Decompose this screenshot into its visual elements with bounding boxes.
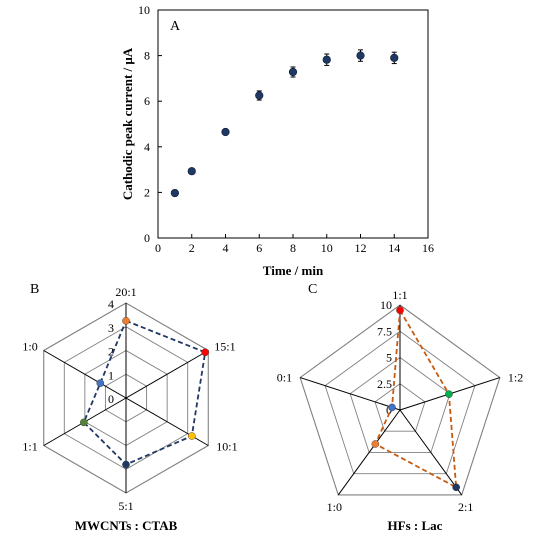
y-tick-label: 6 <box>144 94 150 108</box>
data-point <box>371 440 380 448</box>
ring-label: 3 <box>108 321 114 335</box>
axis-ticks: 0 2 4 6 8 10 12 14 16 0 2 4 6 8 10 <box>138 3 434 255</box>
data-point <box>445 390 453 398</box>
grid-ring <box>349 356 451 453</box>
data-series-line <box>374 307 458 489</box>
panel-a-label: A <box>170 19 181 34</box>
ring-label: 7.5 <box>377 324 392 338</box>
ring-label: 5 <box>386 351 392 365</box>
data-point <box>187 167 196 176</box>
panel-c-radar-chart: C 0 2.5 5 7.5 101:1 1:2 2:1 1:0 0:1 HFs : Lac <box>277 282 523 533</box>
data-point <box>170 188 179 198</box>
x-tick-label: 12 <box>355 241 367 255</box>
y-tick-label: 10 <box>138 3 150 17</box>
y-tick-label: 8 <box>144 49 150 63</box>
x-tick-label: 16 <box>422 241 434 255</box>
category-label: 1:1 <box>392 288 407 302</box>
x-tick-label: 2 <box>189 241 195 255</box>
spoke <box>299 377 401 411</box>
data-point <box>201 348 209 357</box>
data-point <box>390 53 399 62</box>
ring-label: 10 <box>380 298 392 312</box>
data-point <box>322 55 331 64</box>
category-label: 0:1 <box>277 371 292 385</box>
category-label: 1:2 <box>508 371 523 385</box>
data-point <box>396 306 404 315</box>
x-tick-label: 10 <box>321 241 333 255</box>
data-point <box>255 91 264 100</box>
category-label: 20:1 <box>115 285 136 299</box>
x-tick-label: 14 <box>388 241 400 255</box>
spoke <box>337 409 401 496</box>
plot-frame <box>157 9 429 239</box>
data-point <box>221 127 230 137</box>
data-point <box>96 379 105 387</box>
data-series-line <box>82 319 207 466</box>
data-point <box>288 67 298 77</box>
y-tick-label: 2 <box>144 185 150 199</box>
y-tick-label: 4 <box>144 140 150 154</box>
x-tick-label: 0 <box>155 241 161 255</box>
category-label: 15:1 <box>214 340 235 354</box>
data-point <box>356 51 365 60</box>
grid-ring <box>299 304 501 496</box>
data-point <box>188 432 196 440</box>
data-points <box>170 49 399 198</box>
ring-label: 4 <box>108 297 114 311</box>
category-label: 10:1 <box>216 440 237 454</box>
panel-b-label: B <box>30 282 39 297</box>
panel-c-label: C <box>308 282 317 297</box>
y-axis-label: Cathodic peak current / μA <box>120 47 135 200</box>
data-point <box>452 483 460 492</box>
data-point <box>388 403 396 412</box>
category-label: 2:1 <box>458 500 473 514</box>
radar-b-title: MWCNTs : CTAB <box>75 518 178 533</box>
grid-ring <box>324 330 476 475</box>
category-label: 1:1 <box>22 440 37 454</box>
category-label: 1:0 <box>327 500 342 514</box>
category-label: 1:0 <box>22 340 37 354</box>
spoke <box>399 409 463 496</box>
x-tick-label: 8 <box>290 241 296 255</box>
x-tick-label: 6 <box>256 241 262 255</box>
data-point <box>122 460 130 469</box>
radar-c-title: HFs : Lac <box>388 518 443 533</box>
panel-b-radar-chart: B 0 1 2 3 420:1 15:1 10:1 5:1 1:1 1:0 MWCNTs : CT… <box>22 282 237 533</box>
spoke <box>43 350 127 399</box>
data-point <box>122 317 130 325</box>
panel-a-scatter-chart: A Cathodic peak current / μA Time / min … <box>120 3 434 278</box>
ring-label: 0 <box>386 403 392 417</box>
x-axis-label: Time / min <box>263 263 324 278</box>
x-tick-label: 4 <box>223 241 229 255</box>
category-label: 5:1 <box>118 499 133 513</box>
radar-b: 0 1 2 3 420:1 15:1 10:1 5:1 1:1 1:0 <box>22 285 237 513</box>
data-point <box>80 418 88 427</box>
spoke <box>125 350 209 399</box>
ring-label: 2.5 <box>377 377 392 391</box>
grid-ring <box>374 383 426 432</box>
y-tick-label: 0 <box>144 231 150 245</box>
ring-label: 0 <box>108 392 114 406</box>
ring-label: 1 <box>108 368 114 382</box>
ring-label: 2 <box>108 345 114 359</box>
radar-c: 0 2.5 5 7.5 101:1 1:2 2:1 1:0 0:1 <box>277 288 523 514</box>
